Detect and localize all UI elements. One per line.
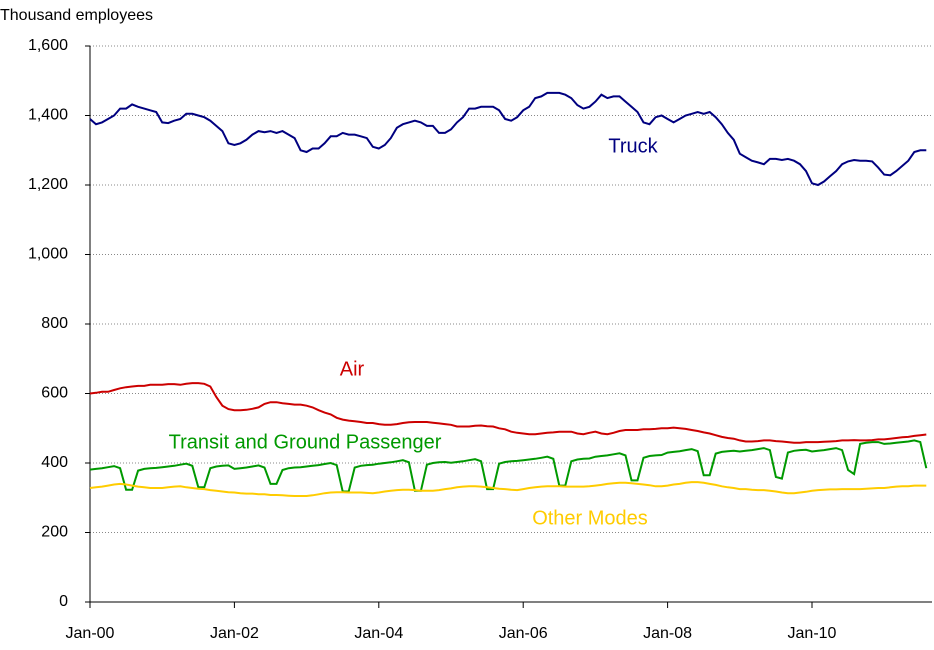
series-label: Truck <box>608 135 658 157</box>
series-label: Air <box>340 358 365 380</box>
series-label: Other Modes <box>532 507 648 529</box>
y-axis-title: Thousand employees <box>0 7 153 24</box>
y-tick-label: 600 <box>41 385 68 402</box>
y-tick-label: 1,000 <box>28 246 68 263</box>
x-tick-label: Jan-00 <box>66 625 115 642</box>
x-tick-label: Jan-04 <box>354 625 403 642</box>
x-tick-label: Jan-06 <box>499 625 548 642</box>
y-tick-label: 1,400 <box>28 107 68 124</box>
y-tick-label: 400 <box>41 454 68 471</box>
y-tick-label: 1,200 <box>28 176 68 193</box>
series-line <box>89 382 927 444</box>
series-label: Transit and Ground Passenger <box>169 431 442 453</box>
series-line <box>89 481 927 497</box>
series-line <box>89 439 928 493</box>
x-tick-label: Jan-02 <box>210 625 259 642</box>
x-tick-label: Jan-08 <box>643 625 692 642</box>
x-tick-label: Jan-10 <box>788 625 837 642</box>
y-tick-label: 1,600 <box>28 37 68 54</box>
series-line <box>89 91 927 187</box>
y-tick-label: 0 <box>59 593 68 610</box>
y-tick-label: 800 <box>41 315 68 332</box>
y-tick-label: 200 <box>41 524 68 541</box>
